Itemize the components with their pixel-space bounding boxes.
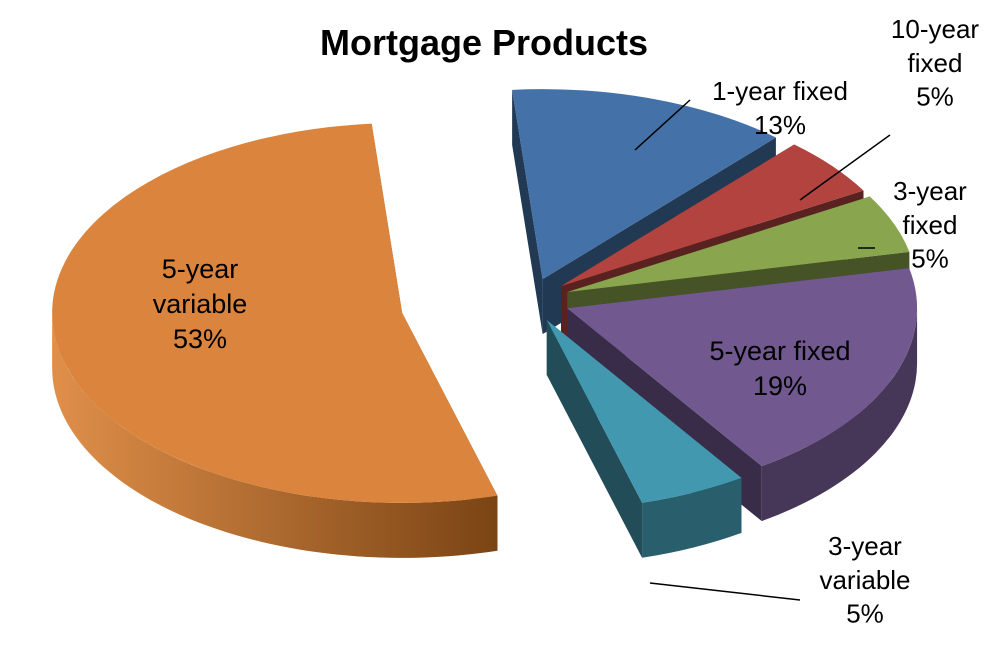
pie-slice-wall xyxy=(512,89,543,335)
pie-slice-side xyxy=(761,308,918,522)
slice-label: 3-year variable 5% xyxy=(819,531,910,629)
pie-slice-3-year-variable xyxy=(546,319,742,503)
chart-title: Mortgage Products xyxy=(320,22,649,63)
leader-line xyxy=(649,582,801,601)
pie-slice-10-year-fixed xyxy=(560,144,864,287)
pie-slice-wall xyxy=(546,319,643,558)
leader-line xyxy=(634,99,691,151)
pie-slice-side xyxy=(52,312,498,558)
pie-slice-1-year-fixed xyxy=(512,89,776,280)
slice-label: 10-year fixed 5% xyxy=(891,14,979,112)
pie-slice-5-year-fixed xyxy=(567,268,918,467)
pie-slice-3-year-fixed xyxy=(567,196,910,293)
slice-label: 5-year variable 53% xyxy=(153,254,248,354)
slice-label: 1-year fixed 13% xyxy=(712,76,848,140)
pie-slice-side xyxy=(642,477,742,558)
leader-line xyxy=(799,134,891,201)
slice-label: 3-year fixed 5% xyxy=(893,176,967,274)
pie-slice-5-year-variable xyxy=(52,123,498,503)
slice-label: 5-year fixed 19% xyxy=(709,336,850,401)
